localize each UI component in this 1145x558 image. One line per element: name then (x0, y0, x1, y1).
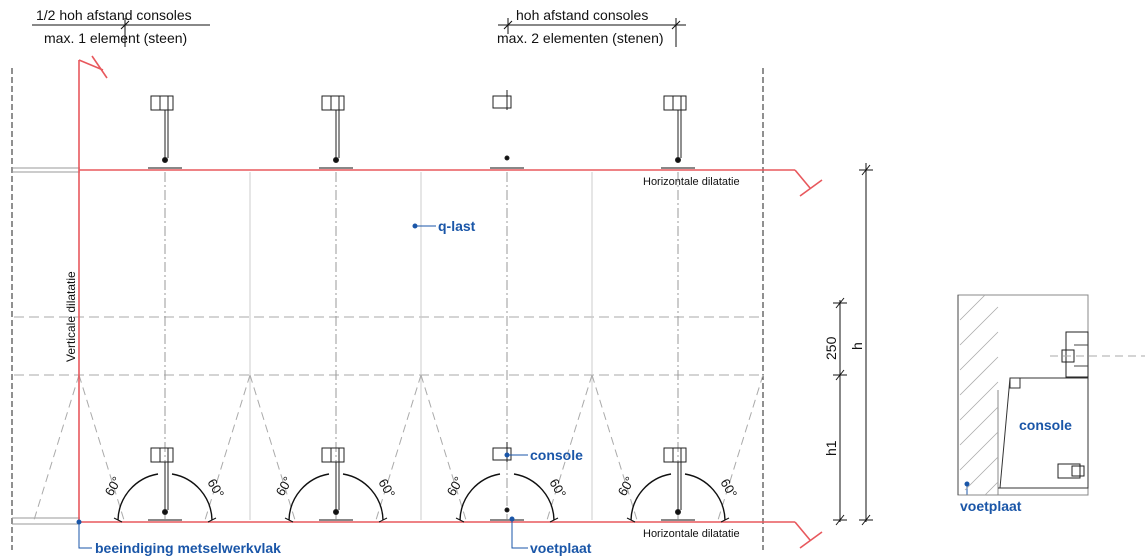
angle-arcs (117, 473, 726, 521)
angle-label: 60° (444, 474, 467, 499)
vertical-dilatation-label: Verticale dilatatie (64, 271, 78, 362)
height-dimension-chain (833, 163, 873, 526)
top-left-dimension-line1: 1/2 hoh afstand consoles (36, 7, 192, 23)
top-mid-dimension-line1: hoh afstand consoles (516, 7, 648, 23)
console-detail-section (957, 294, 1089, 496)
angle-label: 60° (204, 476, 227, 501)
detail-console-label: console (1019, 417, 1072, 433)
angle-label: 60° (615, 474, 638, 499)
top-mid-dimension-line2: max. 2 elementen (stenen) (497, 30, 664, 46)
horizontal-dilatation-top-label: Horizontale dilatatie (643, 176, 740, 188)
bottom-consoles (148, 442, 695, 521)
dimension-250-label: 250 (823, 336, 839, 360)
dimension-h1-label: h1 (823, 440, 839, 456)
angle-label: 60° (102, 474, 125, 499)
angle-label: 60° (717, 476, 740, 501)
angle-label: 60° (375, 476, 398, 501)
detail-footplate-label: voetplaat (960, 498, 1022, 514)
horizontal-grid-lines (14, 316, 762, 376)
horizontal-dilatation-bottom-label: Horizontale dilatatie (643, 528, 740, 540)
top-left-dimension-line2: max. 1 element (steen) (44, 30, 187, 46)
q-last-label: q-last (438, 218, 476, 234)
end-wall-label: beeindiging metselwerkvlak (95, 540, 281, 556)
angle-label: 60° (273, 474, 296, 499)
angle-label: 60° (546, 476, 569, 501)
console-label: console (530, 447, 583, 463)
dimension-h-label: h (849, 342, 865, 350)
red-dilatation-lines (78, 55, 823, 549)
top-consoles (148, 90, 695, 169)
footplate-label: voetplaat (530, 540, 592, 556)
load-spread-lines (33, 374, 764, 521)
